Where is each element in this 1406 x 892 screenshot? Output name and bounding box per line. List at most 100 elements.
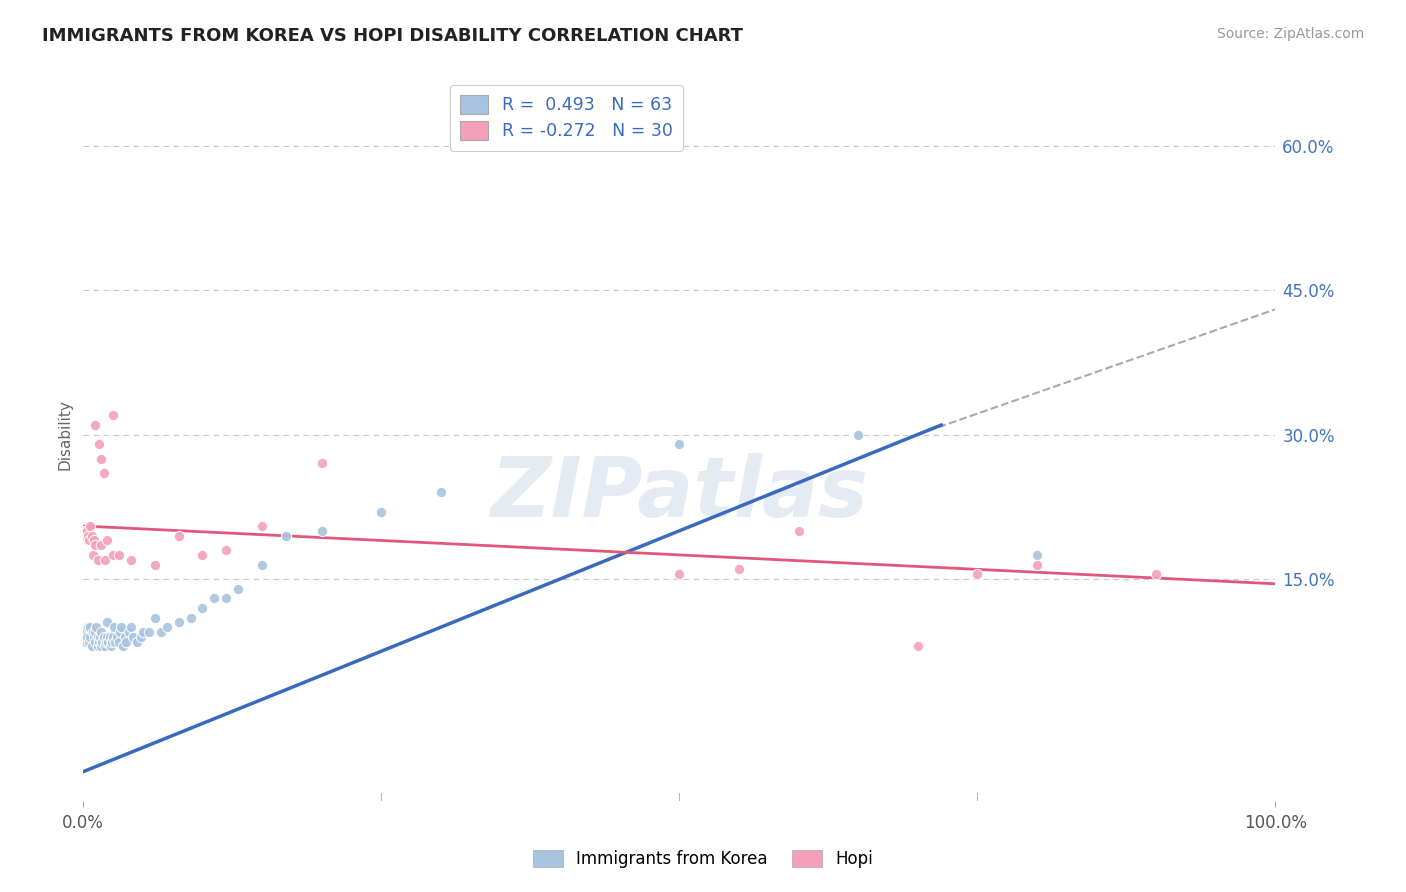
Point <box>94 640 117 654</box>
Point <box>149 624 172 639</box>
Legend: R =  0.493   N = 63, R = -0.272   N = 30: R = 0.493 N = 63, R = -0.272 N = 30 <box>450 85 683 151</box>
Point <box>79 519 101 533</box>
Point <box>82 624 104 639</box>
Point <box>108 634 131 648</box>
Point <box>311 524 333 538</box>
Point <box>167 528 190 542</box>
Point <box>907 640 929 654</box>
Point <box>114 630 136 644</box>
Point <box>93 630 115 644</box>
Point <box>202 591 225 606</box>
Point <box>1025 548 1047 562</box>
Point <box>668 437 690 451</box>
Point <box>86 620 108 634</box>
Point <box>1025 558 1047 572</box>
Point <box>138 624 160 639</box>
Point <box>129 630 152 644</box>
Point <box>82 548 104 562</box>
Point <box>787 524 810 538</box>
Point <box>79 620 101 634</box>
Point <box>80 528 103 542</box>
Point <box>167 615 190 630</box>
Point <box>84 417 107 432</box>
Point <box>77 620 100 634</box>
Point <box>87 634 110 648</box>
Point <box>90 538 112 552</box>
Point <box>125 634 148 648</box>
Point <box>83 533 105 548</box>
Point <box>86 640 108 654</box>
Point <box>93 466 115 480</box>
Point <box>120 620 142 634</box>
Point <box>101 634 124 648</box>
Point <box>94 634 117 648</box>
Point <box>90 624 112 639</box>
Point <box>250 519 273 533</box>
Y-axis label: Disability: Disability <box>58 399 72 470</box>
Text: IMMIGRANTS FROM KOREA VS HOPI DISABILITY CORRELATION CHART: IMMIGRANTS FROM KOREA VS HOPI DISABILITY… <box>42 27 744 45</box>
Point <box>73 524 96 538</box>
Point <box>115 634 138 648</box>
Point <box>84 624 107 639</box>
Point <box>87 437 110 451</box>
Point <box>83 630 105 644</box>
Point <box>215 543 238 558</box>
Point <box>101 548 124 562</box>
Point <box>77 533 100 548</box>
Point <box>96 533 118 548</box>
Point <box>90 451 112 466</box>
Point <box>110 620 132 634</box>
Point <box>191 600 214 615</box>
Point <box>728 562 751 576</box>
Point <box>103 620 125 634</box>
Text: ZIPatlas: ZIPatlas <box>491 452 869 533</box>
Point <box>215 591 238 606</box>
Text: Source: ZipAtlas.com: Source: ZipAtlas.com <box>1216 27 1364 41</box>
Point <box>108 548 131 562</box>
Legend: Immigrants from Korea, Hopi: Immigrants from Korea, Hopi <box>526 843 880 875</box>
Point <box>122 630 145 644</box>
Point <box>311 457 333 471</box>
Point <box>76 524 98 538</box>
Point <box>101 409 124 423</box>
Point <box>226 582 249 596</box>
Point <box>111 640 134 654</box>
Point <box>100 640 122 654</box>
Point <box>668 567 690 582</box>
Point <box>75 528 97 542</box>
Point <box>77 634 100 648</box>
Point <box>96 615 118 630</box>
Point <box>156 620 179 634</box>
Point <box>86 630 108 644</box>
Point <box>250 558 273 572</box>
Point <box>117 624 139 639</box>
Point <box>143 558 166 572</box>
Point <box>274 528 297 542</box>
Point <box>966 567 988 582</box>
Point <box>76 630 98 644</box>
Point <box>143 610 166 624</box>
Point <box>132 624 155 639</box>
Point <box>91 634 114 648</box>
Point <box>120 552 142 566</box>
Point <box>77 528 100 542</box>
Point <box>79 630 101 644</box>
Point <box>370 505 392 519</box>
Point <box>110 624 132 639</box>
Point <box>94 552 117 566</box>
Point <box>98 630 121 644</box>
Point <box>846 427 869 442</box>
Point <box>104 634 127 648</box>
Point <box>96 630 118 644</box>
Point <box>430 485 453 500</box>
Point <box>90 640 112 654</box>
Point <box>73 624 96 639</box>
Point <box>80 640 103 654</box>
Point <box>1144 567 1167 582</box>
Point <box>75 634 97 648</box>
Point <box>86 552 108 566</box>
Point <box>89 630 111 644</box>
Point <box>101 630 124 644</box>
Point <box>105 630 128 644</box>
Point <box>84 538 107 552</box>
